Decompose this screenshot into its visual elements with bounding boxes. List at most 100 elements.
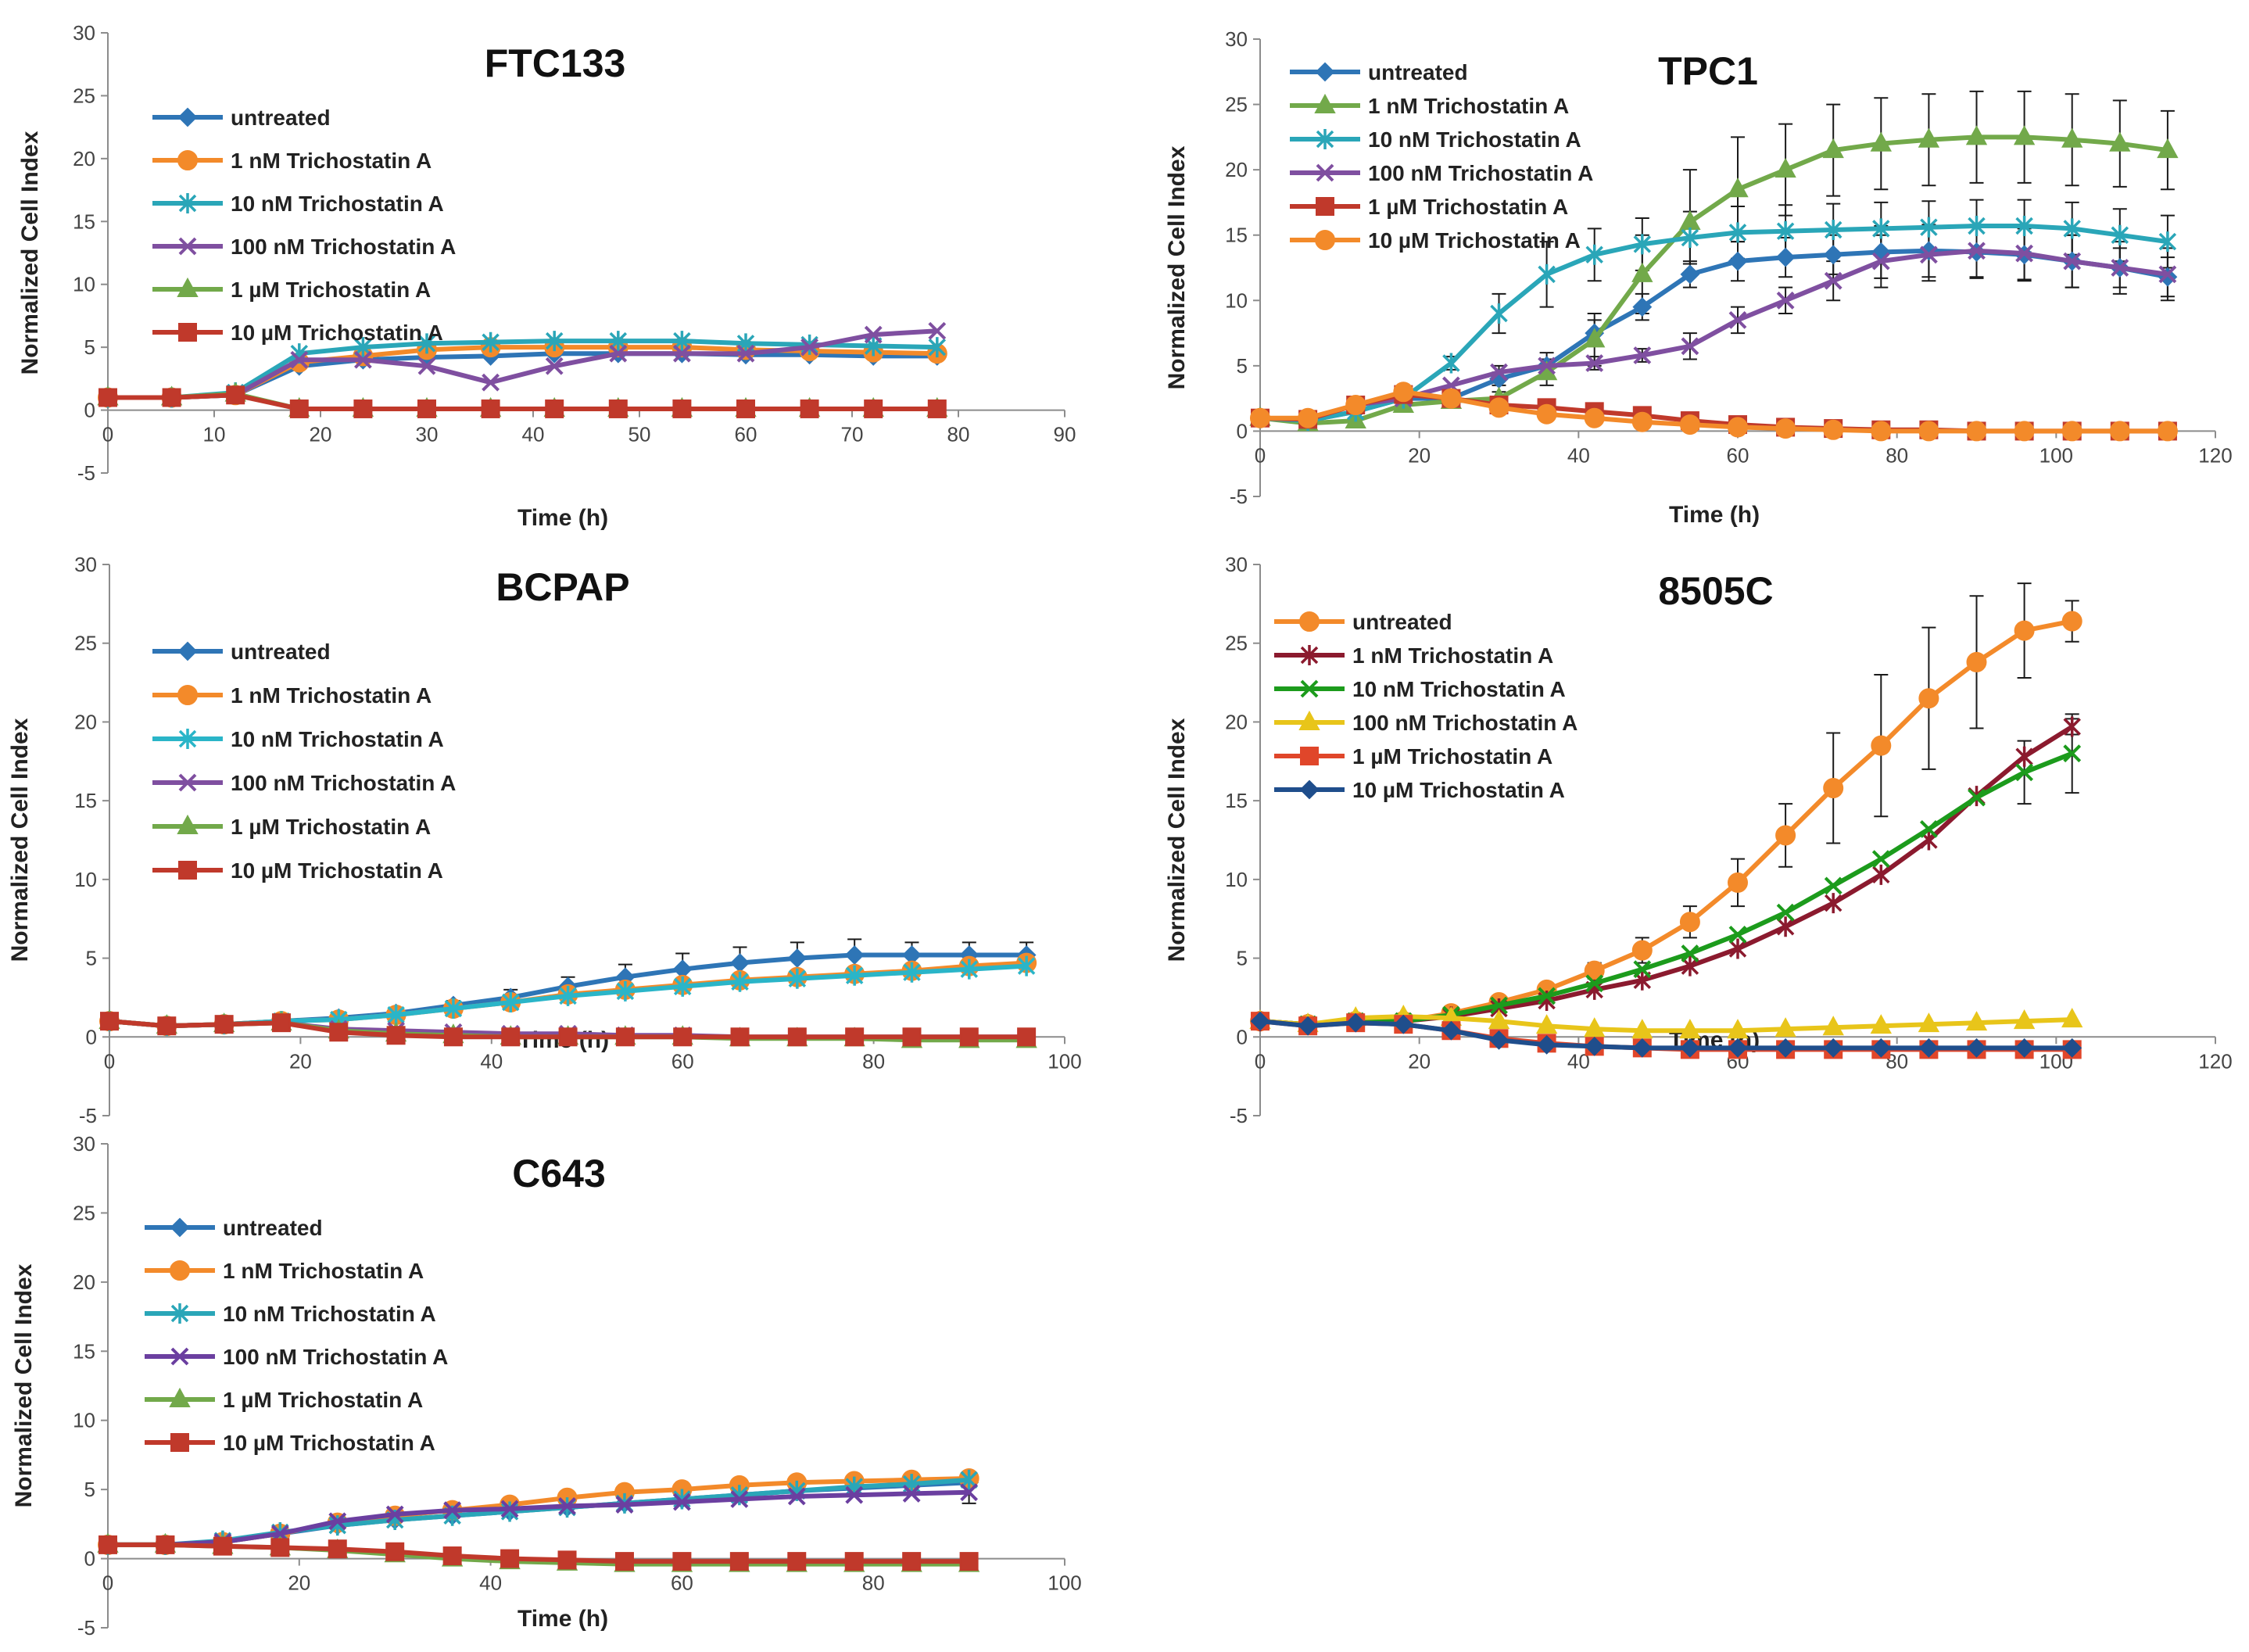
x-tick-label: 20 bbox=[310, 423, 332, 446]
y-tick-label: 30 bbox=[73, 21, 95, 45]
data-point bbox=[559, 985, 577, 1006]
data-point bbox=[800, 338, 819, 357]
y-tick-label: 15 bbox=[73, 210, 95, 233]
data-point bbox=[736, 399, 755, 418]
legend-label: 100 nM Trichostatin A bbox=[1352, 711, 1578, 735]
data-point bbox=[2061, 1008, 2083, 1028]
y-tick-label: 15 bbox=[74, 789, 97, 812]
x-tick-label: 10 bbox=[203, 423, 226, 446]
x-axis-title: Time (h) bbox=[517, 505, 608, 531]
legend-label: 100 nM Trichostatin A bbox=[223, 1345, 448, 1369]
data-point bbox=[1679, 414, 1700, 435]
data-point bbox=[1774, 158, 1796, 178]
data-point bbox=[1823, 1037, 1843, 1058]
y-tick-label: 25 bbox=[73, 84, 95, 107]
y-axis-title: Normalized Cell Index bbox=[1164, 718, 1190, 962]
data-point bbox=[1727, 1019, 1749, 1039]
data-point bbox=[290, 350, 309, 369]
data-point bbox=[545, 357, 564, 375]
x-tick-label: 0 bbox=[104, 1049, 115, 1073]
y-tick-label: 5 bbox=[84, 335, 95, 359]
data-point bbox=[1631, 262, 1653, 282]
data-point bbox=[1775, 418, 1796, 439]
y-tick-label: 25 bbox=[73, 1201, 95, 1224]
data-point bbox=[1488, 397, 1509, 418]
data-point bbox=[615, 1027, 635, 1047]
data-point bbox=[1538, 987, 1556, 1005]
data-point bbox=[1968, 216, 1986, 237]
data-point bbox=[157, 1016, 177, 1036]
y-tick-label: 20 bbox=[1225, 158, 1248, 181]
data-point bbox=[1966, 421, 1987, 442]
data-point bbox=[271, 1013, 291, 1033]
legend-label: untreated bbox=[223, 1216, 323, 1240]
y-axis-title: Normalized Cell Index bbox=[1164, 145, 1190, 389]
y-tick-label: 20 bbox=[1225, 710, 1248, 733]
data-point bbox=[615, 1496, 634, 1514]
legend-label: 10 µM Trichostatin A bbox=[223, 1431, 435, 1455]
data-point bbox=[1017, 955, 1036, 977]
legend-label: 1 nM Trichostatin A bbox=[1352, 643, 1553, 668]
x-tick-label: 20 bbox=[1408, 1049, 1431, 1073]
data-point bbox=[2063, 218, 2081, 239]
y-tick-label: 25 bbox=[74, 632, 97, 655]
data-point bbox=[500, 1500, 519, 1518]
legend-marker bbox=[1314, 93, 1336, 113]
data-point bbox=[1776, 916, 1795, 937]
x-tick-label: 100 bbox=[2039, 443, 2073, 467]
data-point bbox=[1631, 940, 1653, 961]
y-tick-label: 30 bbox=[74, 553, 97, 576]
data-point bbox=[1537, 1034, 1557, 1055]
series-line bbox=[108, 392, 937, 411]
data-point bbox=[1441, 1020, 1461, 1041]
data-point bbox=[443, 1501, 462, 1520]
data-point bbox=[2014, 1037, 2035, 1058]
data-point bbox=[960, 959, 979, 980]
data-point bbox=[1776, 291, 1795, 310]
data-point bbox=[482, 373, 500, 392]
y-axis-title: Normalized Cell Index bbox=[7, 718, 33, 962]
data-point bbox=[1393, 382, 1414, 403]
data-point bbox=[1538, 263, 1556, 285]
data-point bbox=[1681, 228, 1699, 249]
data-point bbox=[417, 333, 436, 354]
y-tick-label: 5 bbox=[1237, 354, 1248, 378]
data-point bbox=[1442, 353, 1460, 374]
legend-label: 10 µM Trichostatin A bbox=[1352, 778, 1565, 802]
data-point bbox=[787, 1487, 806, 1506]
y-tick-label: 15 bbox=[1225, 224, 1248, 247]
series-line bbox=[108, 328, 937, 400]
data-point bbox=[1775, 247, 1796, 267]
x-tick-label: 80 bbox=[862, 1049, 885, 1073]
x-tick-label: 20 bbox=[289, 1049, 312, 1073]
data-point bbox=[1680, 264, 1700, 285]
y-tick-label: -5 bbox=[77, 1616, 95, 1639]
data-point bbox=[1728, 417, 1748, 438]
data-point bbox=[787, 1027, 807, 1047]
y-tick-label: -5 bbox=[1230, 485, 1248, 508]
y-tick-label: 30 bbox=[1225, 553, 1248, 576]
legend-marker bbox=[1300, 679, 1319, 698]
legend-marker bbox=[1315, 62, 1335, 82]
data-point bbox=[788, 968, 807, 989]
data-point bbox=[1490, 303, 1508, 324]
data-point bbox=[902, 1485, 921, 1503]
data-point bbox=[558, 1027, 578, 1047]
data-point bbox=[1919, 245, 1938, 264]
data-point bbox=[844, 945, 865, 965]
series-line bbox=[108, 1477, 969, 1547]
data-point bbox=[98, 388, 117, 407]
y-tick-label: 30 bbox=[1225, 27, 1248, 51]
legend-label: 10 nM Trichostatin A bbox=[223, 1302, 436, 1326]
y-tick-label: 10 bbox=[1225, 288, 1248, 312]
data-point bbox=[1728, 222, 1747, 243]
x-tick-label: 60 bbox=[1727, 443, 1749, 467]
data-point bbox=[800, 399, 819, 418]
data-point bbox=[1775, 1037, 1796, 1058]
x-tick-label: 80 bbox=[1886, 443, 1908, 467]
data-point bbox=[736, 344, 755, 363]
data-point bbox=[1633, 234, 1652, 255]
